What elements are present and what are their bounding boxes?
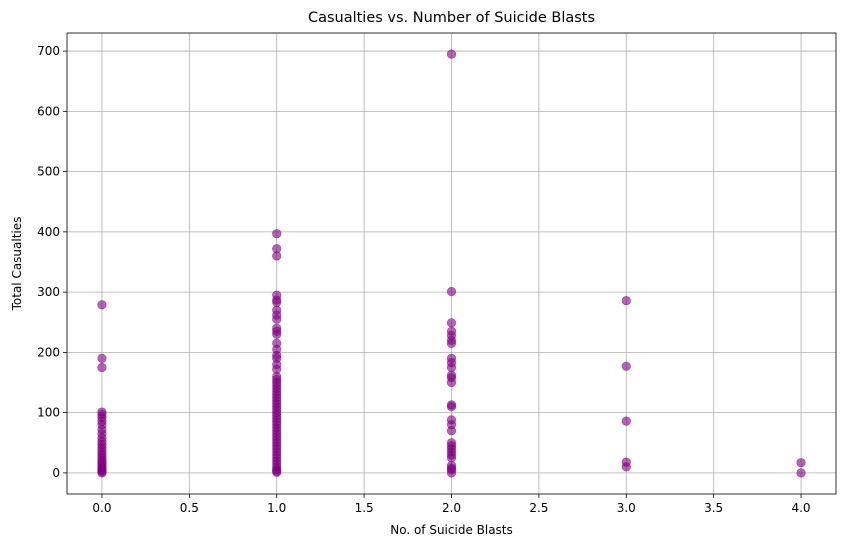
- data-point: [272, 229, 282, 239]
- y-tick-label: 100: [37, 406, 60, 420]
- y-tick-label: 300: [37, 285, 60, 299]
- x-tick-label: 3.5: [704, 501, 723, 515]
- y-tick-label: 500: [37, 165, 60, 179]
- x-tick-label: 4.0: [791, 501, 810, 515]
- x-tick-label: 1.5: [355, 501, 374, 515]
- x-tick-label: 0.0: [92, 501, 111, 515]
- data-point: [446, 318, 457, 328]
- data-point: [272, 314, 282, 324]
- data-points: [97, 49, 806, 478]
- data-point: [446, 402, 457, 412]
- y-tick-label: 0: [52, 466, 60, 480]
- data-point: [272, 329, 282, 339]
- x-tick-label: 2.0: [442, 501, 461, 515]
- data-point: [621, 462, 631, 472]
- data-point: [97, 353, 107, 364]
- data-point: [446, 286, 457, 297]
- data-point: [796, 458, 806, 468]
- data-point: [446, 338, 457, 348]
- y-tick-label: 400: [37, 225, 60, 239]
- data-point: [621, 416, 631, 426]
- data-point: [621, 361, 631, 371]
- data-point: [272, 467, 282, 477]
- data-point: [97, 300, 107, 310]
- data-point: [97, 468, 107, 478]
- chart-title: Casualties vs. Number of Suicide Blasts: [308, 10, 595, 26]
- data-point: [446, 49, 457, 59]
- data-point: [621, 295, 631, 306]
- x-tick-label: 1.0: [267, 501, 286, 515]
- data-point: [446, 362, 457, 373]
- x-tick-label: 0.5: [180, 501, 199, 515]
- data-point: [796, 468, 806, 478]
- x-tick-label: 2.5: [529, 501, 548, 515]
- y-tick-label: 600: [37, 104, 60, 118]
- x-tick-label: 3.0: [617, 501, 636, 515]
- y-axis-ticks: 0 100 200 300 400 500 600 700: [37, 44, 67, 480]
- data-point: [446, 453, 457, 463]
- data-point: [446, 468, 457, 478]
- data-point: [446, 426, 457, 436]
- y-tick-label: 700: [37, 44, 60, 58]
- y-axis-title: Total Casualties: [10, 217, 24, 312]
- data-point: [97, 362, 107, 373]
- data-point: [272, 251, 282, 261]
- data-point: [446, 377, 457, 388]
- y-tick-label: 200: [37, 345, 60, 359]
- x-axis-title: No. of Suicide Blasts: [390, 523, 513, 537]
- x-axis-ticks: 0.0 0.5 1.0 1.5 2.0 2.5 3.0 3.5 4.0: [92, 494, 811, 515]
- data-point: [272, 297, 282, 307]
